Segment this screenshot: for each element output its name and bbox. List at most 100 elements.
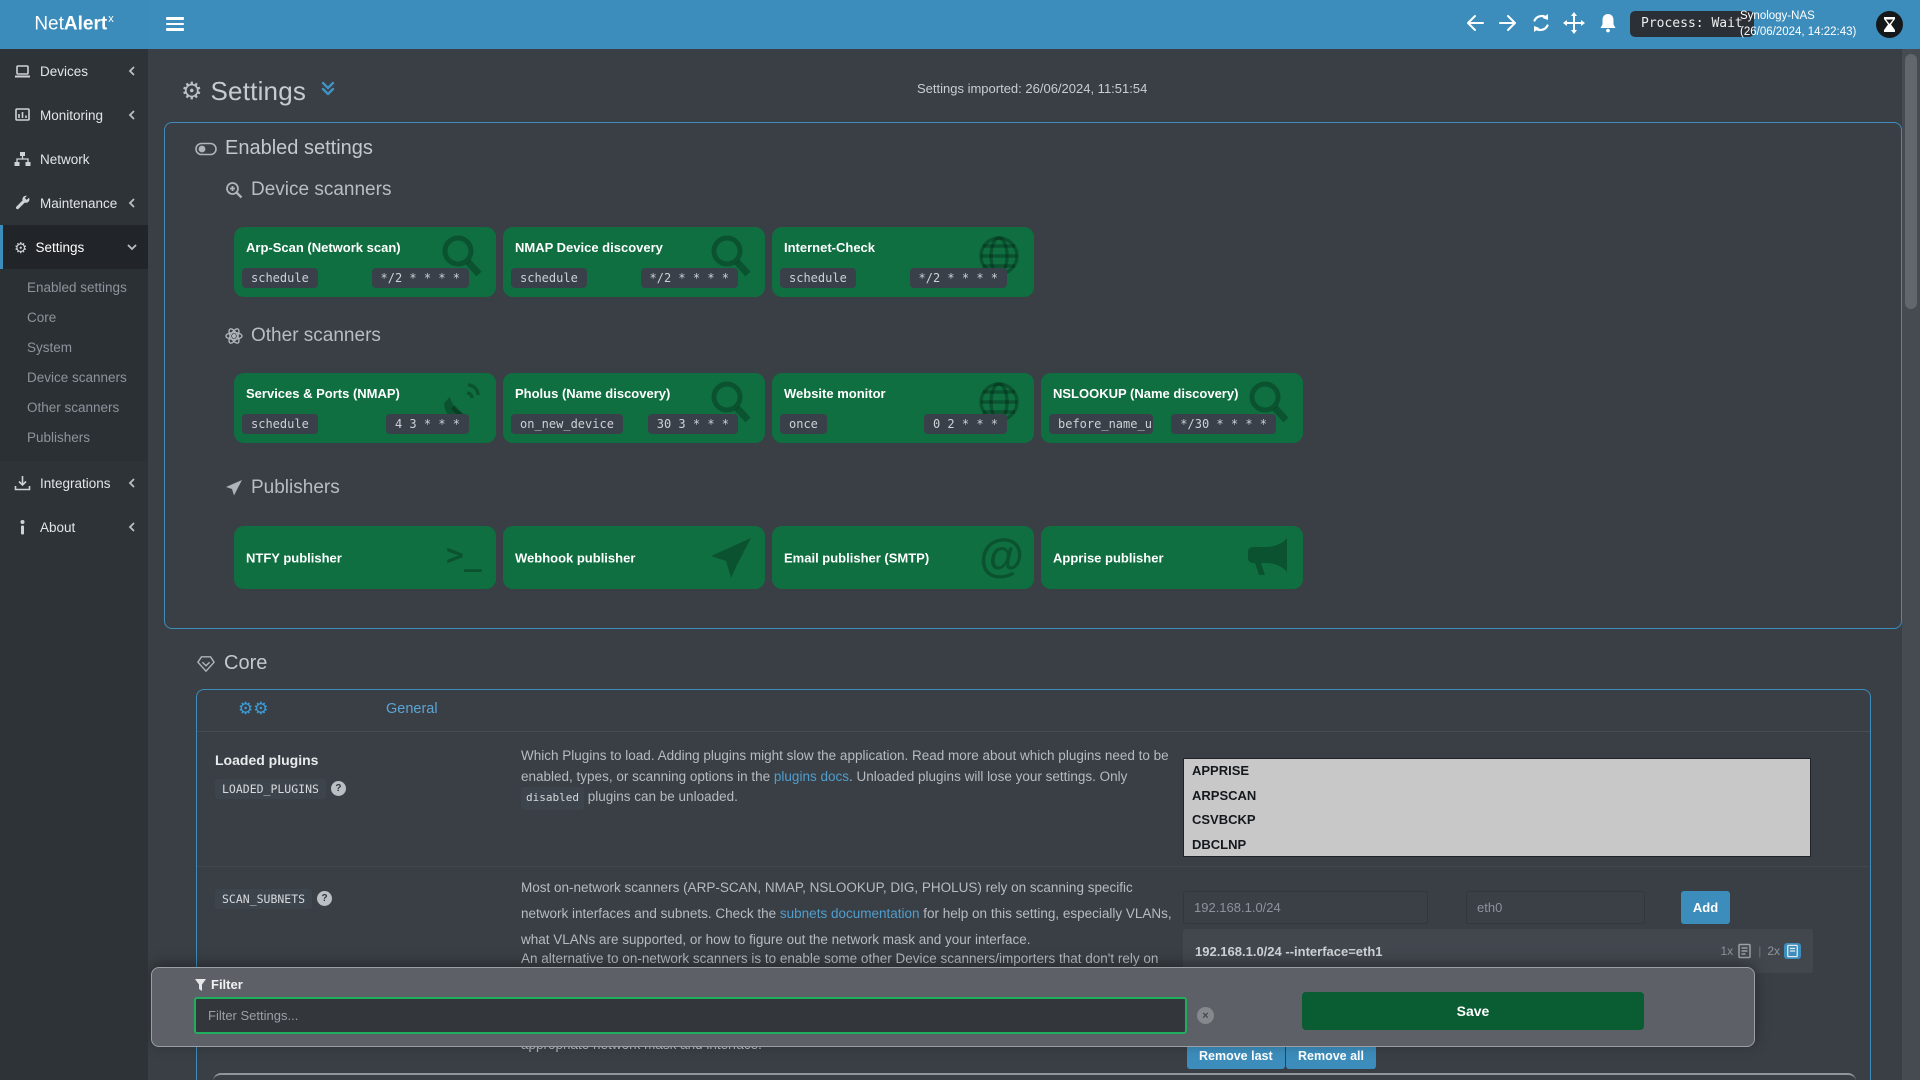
- subnet-input[interactable]: [1183, 891, 1428, 924]
- tab-general[interactable]: General: [386, 701, 438, 717]
- sidebar-item-integrations[interactable]: Integrations: [0, 461, 148, 505]
- loaded-plugins-description: Which Plugins to load. Adding plugins mi…: [521, 746, 1173, 810]
- copy-2x-icon[interactable]: [1784, 943, 1801, 959]
- submenu-publishers[interactable]: Publishers: [27, 430, 91, 445]
- card-services-ports[interactable]: Services & Ports (NMAP) schedule 4 3 * * …: [234, 373, 496, 443]
- settings-submenu: Enabled settings Core System Device scan…: [0, 269, 148, 461]
- magnifier-plus-icon: [225, 181, 243, 199]
- cron-badge: 4 3 * * *: [385, 414, 469, 434]
- filter-label: Filter: [195, 977, 243, 992]
- enabled-settings-panel: Enabled settings Device scanners Arp-Sca…: [164, 122, 1902, 629]
- submenu-other-scanners[interactable]: Other scanners: [27, 400, 120, 415]
- help-icon[interactable]: ?: [330, 781, 346, 797]
- sidebar-item-monitoring[interactable]: Monitoring: [0, 93, 148, 137]
- card-website-monitor[interactable]: Website monitor once 0 2 * * *: [772, 373, 1034, 443]
- page-header: ⚙ Settings: [181, 74, 336, 108]
- sidebar-item-about[interactable]: About: [0, 505, 148, 549]
- save-button[interactable]: Save: [1302, 992, 1644, 1030]
- copy-1x-icon[interactable]: [1737, 943, 1752, 959]
- sidebar-nav: Devices Monitoring Network Maintenance ⚙…: [0, 49, 148, 1080]
- sidebar-item-network[interactable]: Network: [0, 137, 148, 181]
- card-pholus[interactable]: Pholus (Name discovery) on_new_device 30 …: [503, 373, 765, 443]
- sidebar-item-devices[interactable]: Devices: [0, 49, 148, 93]
- terminal-icon: >_: [445, 538, 482, 573]
- sitemap-icon: [14, 151, 31, 168]
- listbox-option[interactable]: DBCLNP: [1192, 836, 1247, 852]
- submenu-core[interactable]: Core: [27, 310, 57, 325]
- cron-badge: */30 * * * *: [1171, 414, 1276, 434]
- scrollbar-thumb[interactable]: [1905, 54, 1917, 309]
- page-title: Settings: [210, 75, 307, 106]
- card-internet-check[interactable]: Internet-Check schedule */2 * * * *: [772, 227, 1034, 297]
- submenu-enabled-settings[interactable]: Enabled settings: [27, 280, 127, 295]
- card-webhook[interactable]: Webhook publisher: [503, 526, 765, 589]
- notifications-bell-icon[interactable]: [1597, 12, 1619, 34]
- subnets-documentation-link[interactable]: subnets documentation: [779, 906, 920, 921]
- chevron-down-icon: [127, 240, 137, 255]
- clear-filter-icon[interactable]: ×: [1197, 1007, 1214, 1024]
- double-chevron-down-icon[interactable]: [320, 80, 336, 103]
- monitoring-chart-icon: [14, 107, 31, 124]
- remove-all-button[interactable]: Remove all: [1286, 1043, 1377, 1069]
- schedule-type-badge: schedule: [242, 268, 318, 288]
- filter-overlay: Filter × Save: [151, 967, 1755, 1047]
- interface-input[interactable]: [1466, 891, 1645, 924]
- card-nslookup[interactable]: NSLOOKUP (Name discovery) before_name_up…: [1041, 373, 1303, 443]
- publishers-heading: Publishers: [225, 477, 340, 499]
- at-sign-icon: @: [979, 529, 1024, 581]
- funnel-icon: [195, 978, 206, 991]
- enabled-settings-title: Enabled settings: [195, 137, 373, 160]
- device-scanners-row: Arp-Scan (Network scan) schedule */2 * * …: [234, 227, 1034, 297]
- nav-forward-icon[interactable]: [1497, 12, 1519, 34]
- publishers-row: >_ NTFY publisher Webhook publisher @ Em…: [234, 526, 1303, 589]
- host-clock: Synology-NAS (26/06/2024, 14:22:43): [1740, 10, 1857, 38]
- scrollbar-track[interactable]: [1902, 49, 1920, 1080]
- filter-settings-input[interactable]: [194, 997, 1187, 1034]
- move-icon[interactable]: [1563, 12, 1585, 34]
- scan-subnets-code: SCAN_SUBNETS?: [215, 889, 333, 909]
- card-arpscan[interactable]: Arp-Scan (Network scan) schedule */2 * * …: [234, 227, 496, 297]
- core-heading: Core: [196, 652, 267, 675]
- listbox-option[interactable]: ARPSCAN: [1192, 787, 1257, 803]
- listbox-option[interactable]: CSVBCKP: [1192, 812, 1256, 827]
- wrench-icon: [14, 195, 31, 212]
- schedule-type-badge: schedule: [511, 268, 587, 288]
- paper-plane-icon: [225, 479, 243, 497]
- sidebar-item-maintenance[interactable]: Maintenance: [0, 181, 148, 225]
- scan-subnets-description-cont: An alternative to on-network scanners is…: [521, 951, 1159, 966]
- schedule-type-badge: on_new_device: [511, 414, 623, 434]
- nav-back-icon[interactable]: [1464, 12, 1486, 34]
- next-section-divider: [213, 1073, 1856, 1080]
- submenu-system[interactable]: System: [27, 340, 73, 355]
- user-avatar[interactable]: [1876, 11, 1903, 38]
- card-ntfy[interactable]: >_ NTFY publisher: [234, 526, 496, 589]
- paper-plane-icon: [705, 534, 755, 589]
- schedule-type-badge: before_name_upd: [1049, 414, 1153, 434]
- card-nmap-discovery[interactable]: NMAP Device discovery schedule */2 * * * …: [503, 227, 765, 297]
- submenu-device-scanners[interactable]: Device scanners: [27, 370, 127, 385]
- app-logo[interactable]: NetAlertx: [0, 0, 148, 49]
- sidebar-item-settings[interactable]: ⚙ Settings: [0, 225, 148, 269]
- card-apprise[interactable]: Apprise publisher: [1041, 526, 1303, 589]
- loaded-plugins-listbox[interactable]: APPRISE ARPSCAN CSVBCKP DBCLNP: [1183, 758, 1811, 857]
- help-icon[interactable]: ?: [317, 891, 333, 907]
- other-scanners-row: Services & Ports (NMAP) schedule 4 3 * * …: [234, 373, 1303, 443]
- cron-badge: */2 * * * *: [640, 268, 738, 288]
- loaded-plugins-label: Loaded plugins: [215, 752, 319, 768]
- add-subnet-button[interactable]: Add: [1681, 891, 1730, 924]
- sidebar-toggle-icon[interactable]: [166, 17, 184, 31]
- refresh-icon[interactable]: [1530, 12, 1552, 34]
- loaded-plugins-row: Loaded plugins LOADED_PLUGINS? Which Plu…: [197, 732, 1870, 867]
- cron-badge: 0 2 * * *: [923, 414, 1007, 434]
- gem-icon: [196, 655, 216, 673]
- loaded-plugins-code: LOADED_PLUGINS?: [215, 779, 346, 799]
- listbox-option[interactable]: APPRISE: [1192, 763, 1250, 778]
- remove-last-button[interactable]: Remove last: [1187, 1043, 1285, 1069]
- globe-icon: [974, 231, 1024, 286]
- plugins-docs-link[interactable]: plugins docs: [773, 768, 849, 784]
- card-email-smtp[interactable]: @ Email publisher (SMTP): [772, 526, 1034, 589]
- other-scanners-heading: Other scanners: [225, 325, 381, 347]
- schedule-type-badge: schedule: [780, 268, 856, 288]
- laptop-icon: [14, 63, 31, 80]
- magnifier-icon: [705, 231, 755, 286]
